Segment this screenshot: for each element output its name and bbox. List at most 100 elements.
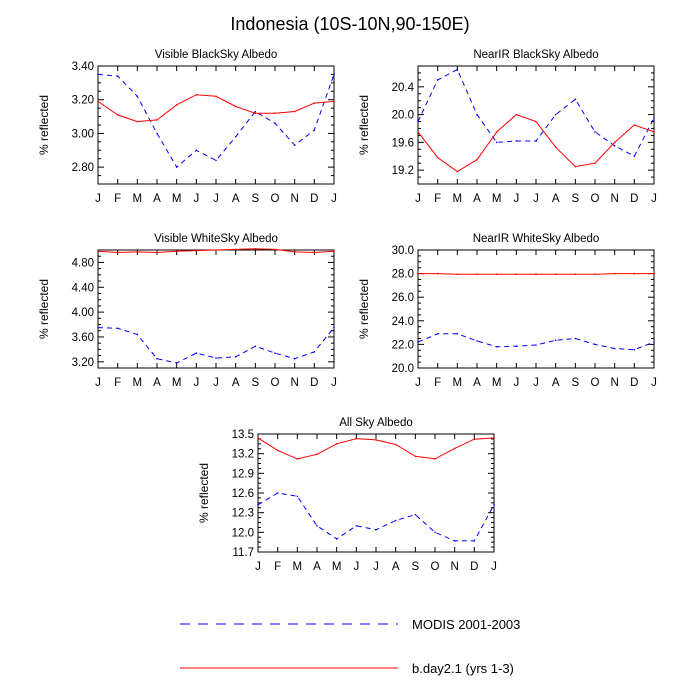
x-tick-label: S [411, 561, 419, 573]
data-point-modis [613, 145, 616, 147]
chart-title: All Sky Albedo [339, 417, 413, 429]
y-tick-label: 24.0 [392, 316, 414, 328]
x-tick-label: A [552, 193, 560, 205]
legend-entry-modis: MODIS 2001-2003 [180, 617, 520, 632]
x-tick-label: A [473, 377, 481, 389]
data-point-modis [436, 332, 439, 335]
data-point-model [495, 131, 498, 133]
chart-title: NearIR WhiteSky Albedo [473, 233, 600, 245]
data-point-model [355, 437, 358, 440]
y-axis-label: % reflected [37, 95, 51, 155]
data-point-modis [274, 352, 276, 354]
data-point-model [456, 170, 459, 173]
data-point-modis [293, 357, 296, 360]
legend-label-model: b.day2.1 (yrs 1-3) [412, 661, 514, 676]
data-point-model [215, 95, 217, 98]
series-line-model [257, 437, 495, 460]
data-point-modis [535, 344, 537, 346]
data-point-modis [136, 95, 139, 98]
x-tick-label: J [213, 193, 219, 205]
data-point-model [653, 131, 655, 133]
data-point-modis [136, 333, 139, 336]
y-tick-label: 4.40 [72, 282, 94, 294]
y-tick-label: 3.00 [72, 128, 94, 140]
data-point-model [417, 272, 419, 275]
plot-frame [257, 433, 495, 553]
y-tick-label: 3.40 [72, 61, 94, 73]
series-line-modis [417, 68, 655, 157]
x-tick-label: F [114, 377, 121, 389]
y-tick-label: 11.7 [232, 547, 254, 559]
data-point-modis [333, 326, 335, 329]
y-axis-label: % reflected [357, 95, 371, 155]
data-point-modis [476, 113, 478, 116]
data-point-model [97, 100, 99, 103]
data-point-model [293, 110, 296, 113]
data-point-modis [293, 144, 296, 147]
data-point-model [335, 443, 338, 445]
y-tick-label: 19.2 [392, 165, 414, 177]
x-tick-label: J [373, 561, 379, 573]
data-point-modis [394, 519, 397, 522]
data-point-model [234, 105, 237, 108]
y-tick-label: 12.6 [232, 488, 254, 500]
data-point-model [554, 146, 557, 149]
data-point-model [476, 158, 478, 161]
data-point-modis [594, 343, 596, 346]
y-tick-label: 3.20 [72, 357, 94, 369]
data-point-modis [375, 528, 377, 531]
data-point-modis [653, 117, 655, 119]
x-tick-label: F [114, 193, 121, 205]
data-point-model [116, 251, 119, 254]
data-point-modis [274, 122, 276, 125]
x-tick-label: M [133, 193, 143, 205]
x-tick-label: S [251, 377, 259, 389]
plot-frame [417, 65, 655, 185]
data-point-model [175, 103, 178, 106]
data-point-modis [234, 356, 237, 358]
data-point-modis [515, 345, 518, 347]
series-line-model [417, 114, 655, 173]
y-tick-label: 19.6 [392, 137, 414, 149]
y-tick-label: 20.4 [392, 82, 415, 94]
data-point-modis [574, 337, 577, 340]
x-tick-label: F [434, 193, 441, 205]
data-point-model [394, 443, 397, 446]
data-point-model [436, 156, 439, 159]
data-point-modis [594, 131, 596, 133]
data-point-model [313, 102, 316, 104]
data-point-modis [417, 120, 419, 123]
y-tick-label: 4.00 [72, 307, 94, 319]
data-point-modis [473, 540, 476, 542]
data-point-modis [97, 326, 99, 329]
data-point-model [274, 248, 276, 251]
data-point-model [495, 273, 498, 275]
data-point-modis [414, 513, 417, 516]
data-point-model [594, 273, 596, 275]
x-tick-label: J [331, 377, 337, 389]
x-tick-label: N [611, 377, 619, 389]
chart-title: NearIR BlackSky Albedo [473, 49, 598, 61]
x-tick-label: J [193, 377, 199, 389]
x-tick-label: A [232, 193, 240, 205]
data-point-modis [156, 357, 158, 360]
data-point-model [456, 273, 459, 275]
x-tick-label: A [232, 377, 240, 389]
data-point-model [195, 93, 198, 96]
data-point-modis [116, 327, 119, 330]
x-tick-label: A [552, 377, 560, 389]
data-point-model [453, 447, 456, 450]
x-tick-label: M [293, 561, 303, 573]
data-point-model [613, 141, 616, 144]
data-point-model [215, 249, 217, 251]
x-tick-label: J [331, 193, 337, 205]
x-tick-label: J [651, 377, 657, 389]
data-point-model [293, 251, 296, 253]
x-tick-label: O [591, 377, 600, 389]
data-point-model [175, 250, 178, 253]
data-point-modis [215, 159, 217, 162]
data-point-modis [313, 129, 316, 131]
data-point-modis [436, 79, 439, 81]
data-point-modis [175, 362, 178, 364]
